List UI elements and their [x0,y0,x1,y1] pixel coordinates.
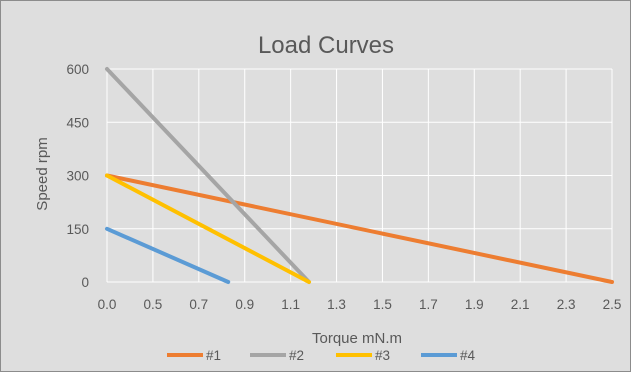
x-tick-label: 2.1 [511,297,530,312]
x-tick-labels: 0.0 0.5 0.7 0.9 1.1 1.3 1.5 1.7 1.9 2.1 2.3 2.5 [98,297,622,312]
y-tick-label: 450 [66,115,89,130]
series-line-3 [105,173,311,284]
y-axis-title: Speed rpm [34,137,51,210]
y-tick-label: 300 [66,169,89,184]
chart-title: Load Curves [258,32,394,59]
y-tick-label: 0 [81,275,89,290]
series-line-4 [105,226,231,284]
legend-label-4: #4 [460,348,476,363]
gridlines [106,68,613,283]
x-tick-label: 0.9 [235,297,254,312]
legend-label-1: #1 [206,348,221,363]
x-tick-label: 1.7 [419,297,438,312]
x-tick-label: 0.5 [144,297,163,312]
series-line-2 [105,67,311,284]
x-tick-label: 0.7 [189,297,208,312]
legend-label-3: #3 [375,348,390,363]
x-tick-label: 0.0 [98,297,117,312]
x-tick-label: 1.1 [281,297,300,312]
x-axis-title: Torque mN.m [312,330,402,347]
y-tick-label: 150 [66,222,89,237]
y-tick-label: 600 [66,62,89,77]
x-tick-label: 1.5 [373,297,392,312]
x-tick-label: 2.5 [603,297,622,312]
x-tick-label: 1.9 [465,297,484,312]
legend-label-2: #2 [289,348,304,363]
x-tick-label: 2.3 [557,297,576,312]
x-tick-label: 1.3 [327,297,346,312]
legend: #1 #2 #3 #4 [167,348,476,363]
series-line-1 [105,173,614,284]
series-lines [105,67,614,284]
y-tick-labels: 0 150 300 450 600 [66,62,89,290]
